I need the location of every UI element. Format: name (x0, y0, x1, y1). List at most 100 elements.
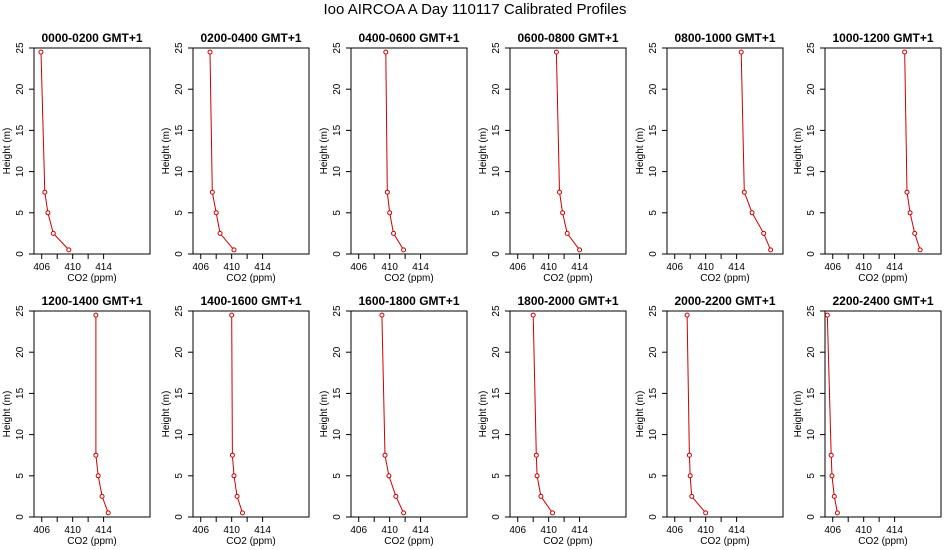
plot-frame (192, 47, 310, 255)
y-tick-label: 5 (174, 210, 185, 216)
data-point (391, 230, 397, 236)
data-point (379, 312, 385, 318)
y-axis-label: Height (m) (478, 391, 489, 438)
x-tick-label: 414 (254, 262, 271, 273)
data-point (533, 452, 539, 458)
data-point (738, 49, 744, 55)
x-tick-label: 414 (728, 262, 745, 273)
data-point (912, 230, 918, 236)
plot-frame (192, 310, 310, 518)
panel-title: 1200-1400 GMT+1 (41, 294, 142, 308)
profile-line (904, 52, 921, 251)
y-tick-label: 5 (648, 473, 659, 479)
x-tick-label: 410 (855, 262, 872, 273)
y-tick-label: 10 (648, 166, 659, 178)
plot-frame (824, 310, 942, 518)
y-tick-label: 25 (174, 305, 185, 317)
x-axis-label: CO2 (ppm) (67, 536, 116, 547)
data-point (829, 473, 835, 479)
panel-title: 0800-1000 GMT+1 (674, 31, 775, 45)
data-point (239, 510, 245, 516)
data-point (384, 189, 390, 195)
data-point (824, 312, 830, 318)
data-point (834, 510, 840, 516)
profile-line (686, 315, 707, 514)
y-tick-label: 5 (15, 210, 26, 216)
data-point (741, 189, 747, 195)
y-tick-label: 15 (806, 124, 817, 136)
y-tick-label: 5 (15, 473, 26, 479)
x-tick-label: 410 (223, 262, 240, 273)
y-tick-label: 15 (15, 387, 26, 399)
y-tick-label: 0 (648, 251, 659, 257)
x-tick-label: 410 (64, 262, 81, 273)
y-tick-label: 20 (491, 83, 502, 95)
data-point (831, 493, 837, 499)
y-tick-label: 10 (491, 166, 502, 178)
x-tick-label: 410 (697, 262, 714, 273)
y-tick-label: 0 (491, 251, 502, 257)
y-axis-label: Height (m) (793, 391, 804, 438)
plot-frame (350, 310, 468, 518)
x-tick-label: 410 (64, 525, 81, 536)
data-point (684, 312, 690, 318)
y-axis-label: Height (m) (2, 391, 13, 438)
y-tick-label: 15 (491, 387, 502, 399)
x-tick-label: 410 (223, 525, 240, 536)
y-tick-label: 5 (332, 473, 343, 479)
y-axis-label: Height (m) (478, 128, 489, 175)
x-tick-label: 406 (350, 262, 367, 273)
profile-line (209, 52, 235, 251)
data-point (560, 210, 566, 216)
profile-line (40, 52, 70, 251)
y-tick-label: 25 (648, 42, 659, 54)
data-point (828, 452, 834, 458)
y-tick-label: 10 (806, 429, 817, 441)
data-point (917, 247, 923, 253)
y-tick-label: 20 (174, 83, 185, 95)
data-point (213, 210, 219, 216)
y-tick-label: 10 (174, 429, 185, 441)
x-axis-label: CO2 (ppm) (543, 273, 592, 284)
y-axis-label: Height (m) (2, 128, 13, 175)
data-point (382, 452, 388, 458)
x-tick-label: 410 (540, 525, 557, 536)
y-tick-label: 25 (332, 42, 343, 54)
plot-frame (824, 47, 942, 255)
y-tick-label: 20 (806, 83, 817, 95)
y-tick-label: 0 (806, 251, 817, 257)
data-point (207, 49, 213, 55)
y-tick-label: 15 (15, 124, 26, 136)
data-point (401, 247, 407, 253)
y-tick-label: 20 (491, 346, 502, 358)
x-tick-label: 414 (886, 525, 903, 536)
data-point (687, 473, 693, 479)
panel-title: 1400-1600 GMT+1 (200, 294, 301, 308)
data-point (401, 510, 407, 516)
x-tick-label: 406 (666, 262, 683, 273)
x-tick-label: 410 (381, 262, 398, 273)
x-axis-label: CO2 (ppm) (67, 273, 116, 284)
y-axis-label: Height (m) (161, 128, 172, 175)
x-tick-label: 414 (95, 262, 112, 273)
plot-frame (33, 47, 151, 255)
y-tick-label: 0 (174, 514, 185, 520)
data-point (904, 189, 910, 195)
y-tick-label: 0 (15, 251, 26, 257)
y-tick-label: 5 (332, 210, 343, 216)
y-tick-label: 20 (15, 346, 26, 358)
data-point (556, 189, 562, 195)
y-axis-label: Height (m) (161, 391, 172, 438)
data-point (38, 49, 44, 55)
x-axis-label: CO2 (ppm) (858, 273, 907, 284)
data-point (95, 473, 101, 479)
y-tick-label: 5 (806, 210, 817, 216)
y-tick-label: 20 (15, 83, 26, 95)
y-tick-label: 25 (15, 305, 26, 317)
y-tick-label: 20 (648, 346, 659, 358)
x-tick-label: 410 (697, 525, 714, 536)
